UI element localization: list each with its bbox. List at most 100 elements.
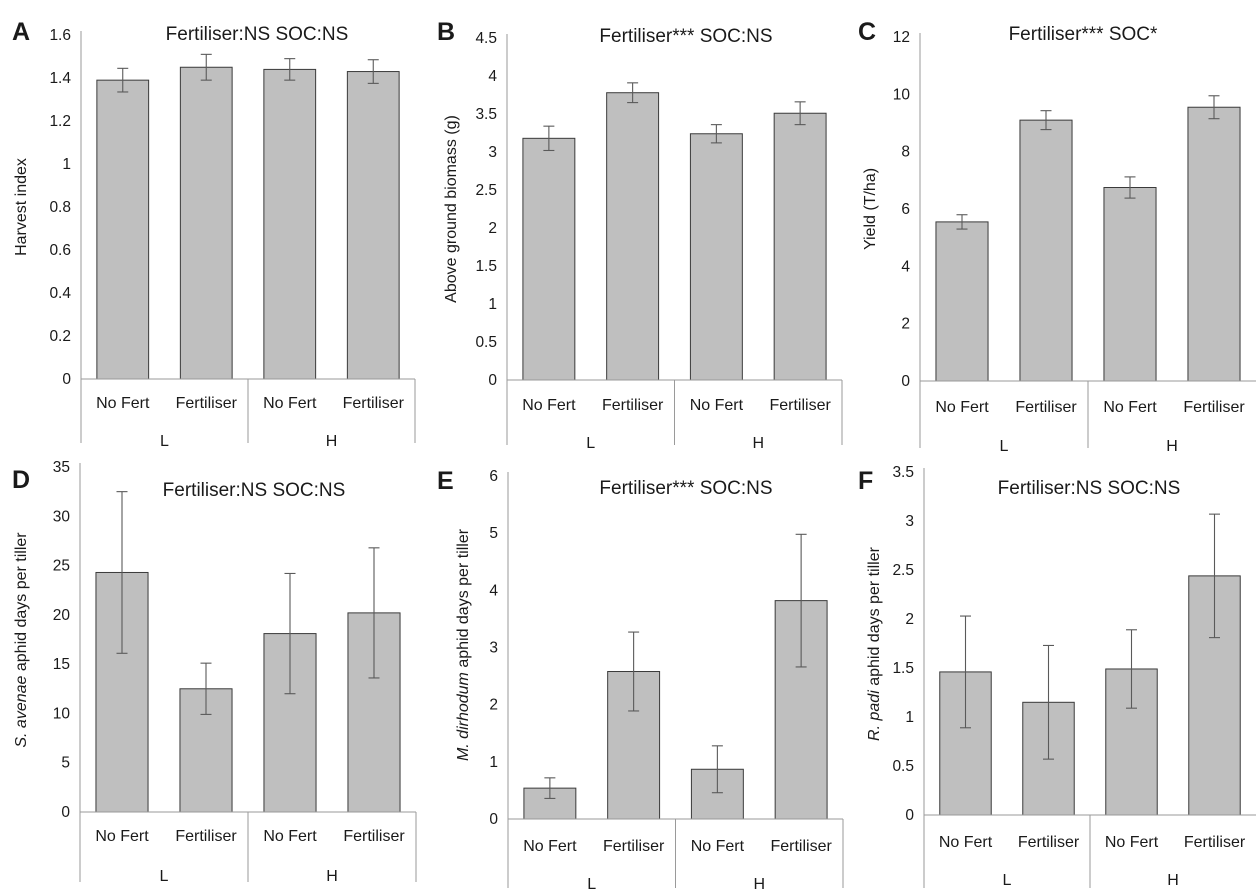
- x-category-label: Fertiliser: [1015, 399, 1077, 416]
- x-group-label: H: [753, 876, 765, 891]
- y-tick-label: 0: [61, 804, 70, 821]
- y-tick-label: 2.5: [475, 182, 497, 199]
- x-category-label: No Fert: [96, 395, 150, 412]
- x-group-label: L: [587, 876, 596, 891]
- bar: [522, 137, 576, 381]
- x-group-label: H: [1166, 438, 1178, 455]
- chart-panel-d: D Fertiliser:NS SOC:NS 0 5 10 15 20 25 30 35 S. av…: [12, 459, 417, 885]
- y-axis-label: Harvest index: [13, 158, 30, 256]
- y-tick-label: 2: [488, 220, 497, 237]
- x-category-label: Fertiliser: [1184, 834, 1246, 851]
- panel-letter: F: [858, 467, 873, 495]
- y-tick-label: 4: [901, 258, 910, 275]
- chart-title: Fertiliser:NS SOC:NS: [163, 480, 346, 501]
- panel-letter: A: [12, 18, 30, 46]
- y-tick-label: 4.5: [475, 30, 497, 47]
- bar: [1103, 187, 1157, 382]
- x-category-label: No Fert: [263, 828, 317, 845]
- y-tick-label: 1.4: [49, 70, 71, 87]
- y-tick-label: 6: [901, 201, 910, 218]
- x-category-label: Fertiliser: [1183, 399, 1245, 416]
- bar: [1019, 119, 1073, 382]
- bar: [606, 92, 660, 381]
- x-group-label: L: [160, 868, 169, 885]
- y-tick-label: 20: [53, 607, 71, 624]
- panel-letter: B: [437, 18, 455, 46]
- y-tick-label: 15: [53, 656, 70, 673]
- bar: [263, 68, 317, 380]
- y-tick-label: 5: [61, 755, 70, 772]
- y-tick-label: 0: [489, 811, 498, 828]
- y-tick-label: 4: [489, 582, 498, 599]
- bar: [346, 71, 400, 380]
- bar: [689, 133, 743, 381]
- y-tick-label: 0: [62, 371, 71, 388]
- y-axis-label: S. avenae aphid days per tiller: [13, 532, 30, 748]
- y-tick-label: 2: [905, 611, 914, 628]
- x-category-label: No Fert: [939, 834, 993, 851]
- y-axis-label-species: S. avenae: [13, 675, 30, 747]
- x-category-label: No Fert: [690, 397, 744, 414]
- panel-letter: C: [858, 18, 876, 46]
- x-category-label: No Fert: [691, 838, 745, 855]
- y-tick-label: 2.5: [892, 562, 914, 579]
- y-tick-label: 3: [489, 640, 498, 657]
- chart-title: Fertiliser:NS SOC:NS: [998, 478, 1181, 499]
- x-category-label: Fertiliser: [603, 838, 665, 855]
- y-tick-label: 3.5: [475, 106, 497, 123]
- y-tick-label: 0: [905, 807, 914, 824]
- y-tick-label: 1.5: [892, 660, 914, 677]
- y-tick-label: 0.8: [49, 199, 71, 216]
- x-group-label: H: [326, 433, 338, 450]
- y-tick-label: 0: [901, 373, 910, 390]
- x-group-label: L: [1003, 872, 1012, 889]
- y-tick-label: 2: [901, 316, 910, 333]
- x-category-label: No Fert: [1105, 834, 1159, 851]
- y-tick-label: 1: [62, 156, 71, 173]
- y-tick-label: 1.2: [49, 113, 71, 130]
- chart-panel-a: A Fertiliser:NS SOC:NS 0 0.2 0.4 0.6 0.8 1 1.2 1.…: [12, 18, 416, 450]
- panel-letter: E: [437, 467, 454, 495]
- y-tick-label: 0.5: [475, 334, 497, 351]
- bar: [96, 79, 150, 380]
- y-axis-label-species: M. dirhodum: [455, 672, 472, 761]
- x-category-label: No Fert: [522, 397, 576, 414]
- chart-title: Fertiliser:NS SOC:NS: [166, 24, 349, 45]
- x-group-label: H: [326, 868, 338, 885]
- x-category-label: No Fert: [523, 838, 577, 855]
- y-tick-label: 6: [489, 468, 498, 485]
- bar: [935, 221, 989, 382]
- chart-title: Fertiliser*** SOC:NS: [599, 26, 772, 47]
- x-category-label: Fertiliser: [1018, 834, 1080, 851]
- x-category-label: Fertiliser: [343, 828, 405, 845]
- x-category-label: No Fert: [263, 395, 317, 412]
- bar: [1187, 106, 1241, 382]
- y-tick-label: 12: [893, 29, 910, 46]
- x-category-label: Fertiliser: [769, 397, 831, 414]
- y-tick-label: 0.5: [892, 758, 914, 775]
- y-axis-label: R. padi aphid days per tiller: [866, 546, 883, 741]
- x-category-label: Fertiliser: [770, 838, 832, 855]
- y-tick-label: 5: [489, 525, 498, 542]
- y-tick-label: 10: [53, 705, 71, 722]
- y-tick-label: 0.6: [49, 242, 71, 259]
- y-tick-label: 1: [488, 296, 497, 313]
- x-group-label: H: [1167, 872, 1179, 889]
- y-tick-label: 8: [901, 144, 910, 161]
- x-category-label: Fertiliser: [176, 395, 238, 412]
- chart-panel-e: E Fertiliser*** SOC:NS 0 1 2 3 4 5 6 M. dirhodum …: [437, 467, 844, 891]
- y-tick-label: 0.2: [49, 328, 71, 345]
- chart-title: Fertiliser*** SOC:NS: [599, 478, 772, 499]
- x-group-label: L: [586, 435, 595, 452]
- y-tick-label: 4: [488, 68, 497, 85]
- y-axis-label-species: R. padi: [866, 690, 883, 741]
- y-axis-label: Above ground biomass (g): [443, 115, 460, 303]
- y-tick-label: 1: [905, 709, 914, 726]
- y-tick-label: 10: [893, 86, 911, 103]
- y-tick-label: 25: [53, 558, 70, 575]
- bar: [773, 112, 827, 381]
- x-category-label: Fertiliser: [602, 397, 664, 414]
- bar: [179, 66, 233, 380]
- y-tick-label: 3.5: [892, 464, 914, 481]
- x-category-label: Fertiliser: [175, 828, 237, 845]
